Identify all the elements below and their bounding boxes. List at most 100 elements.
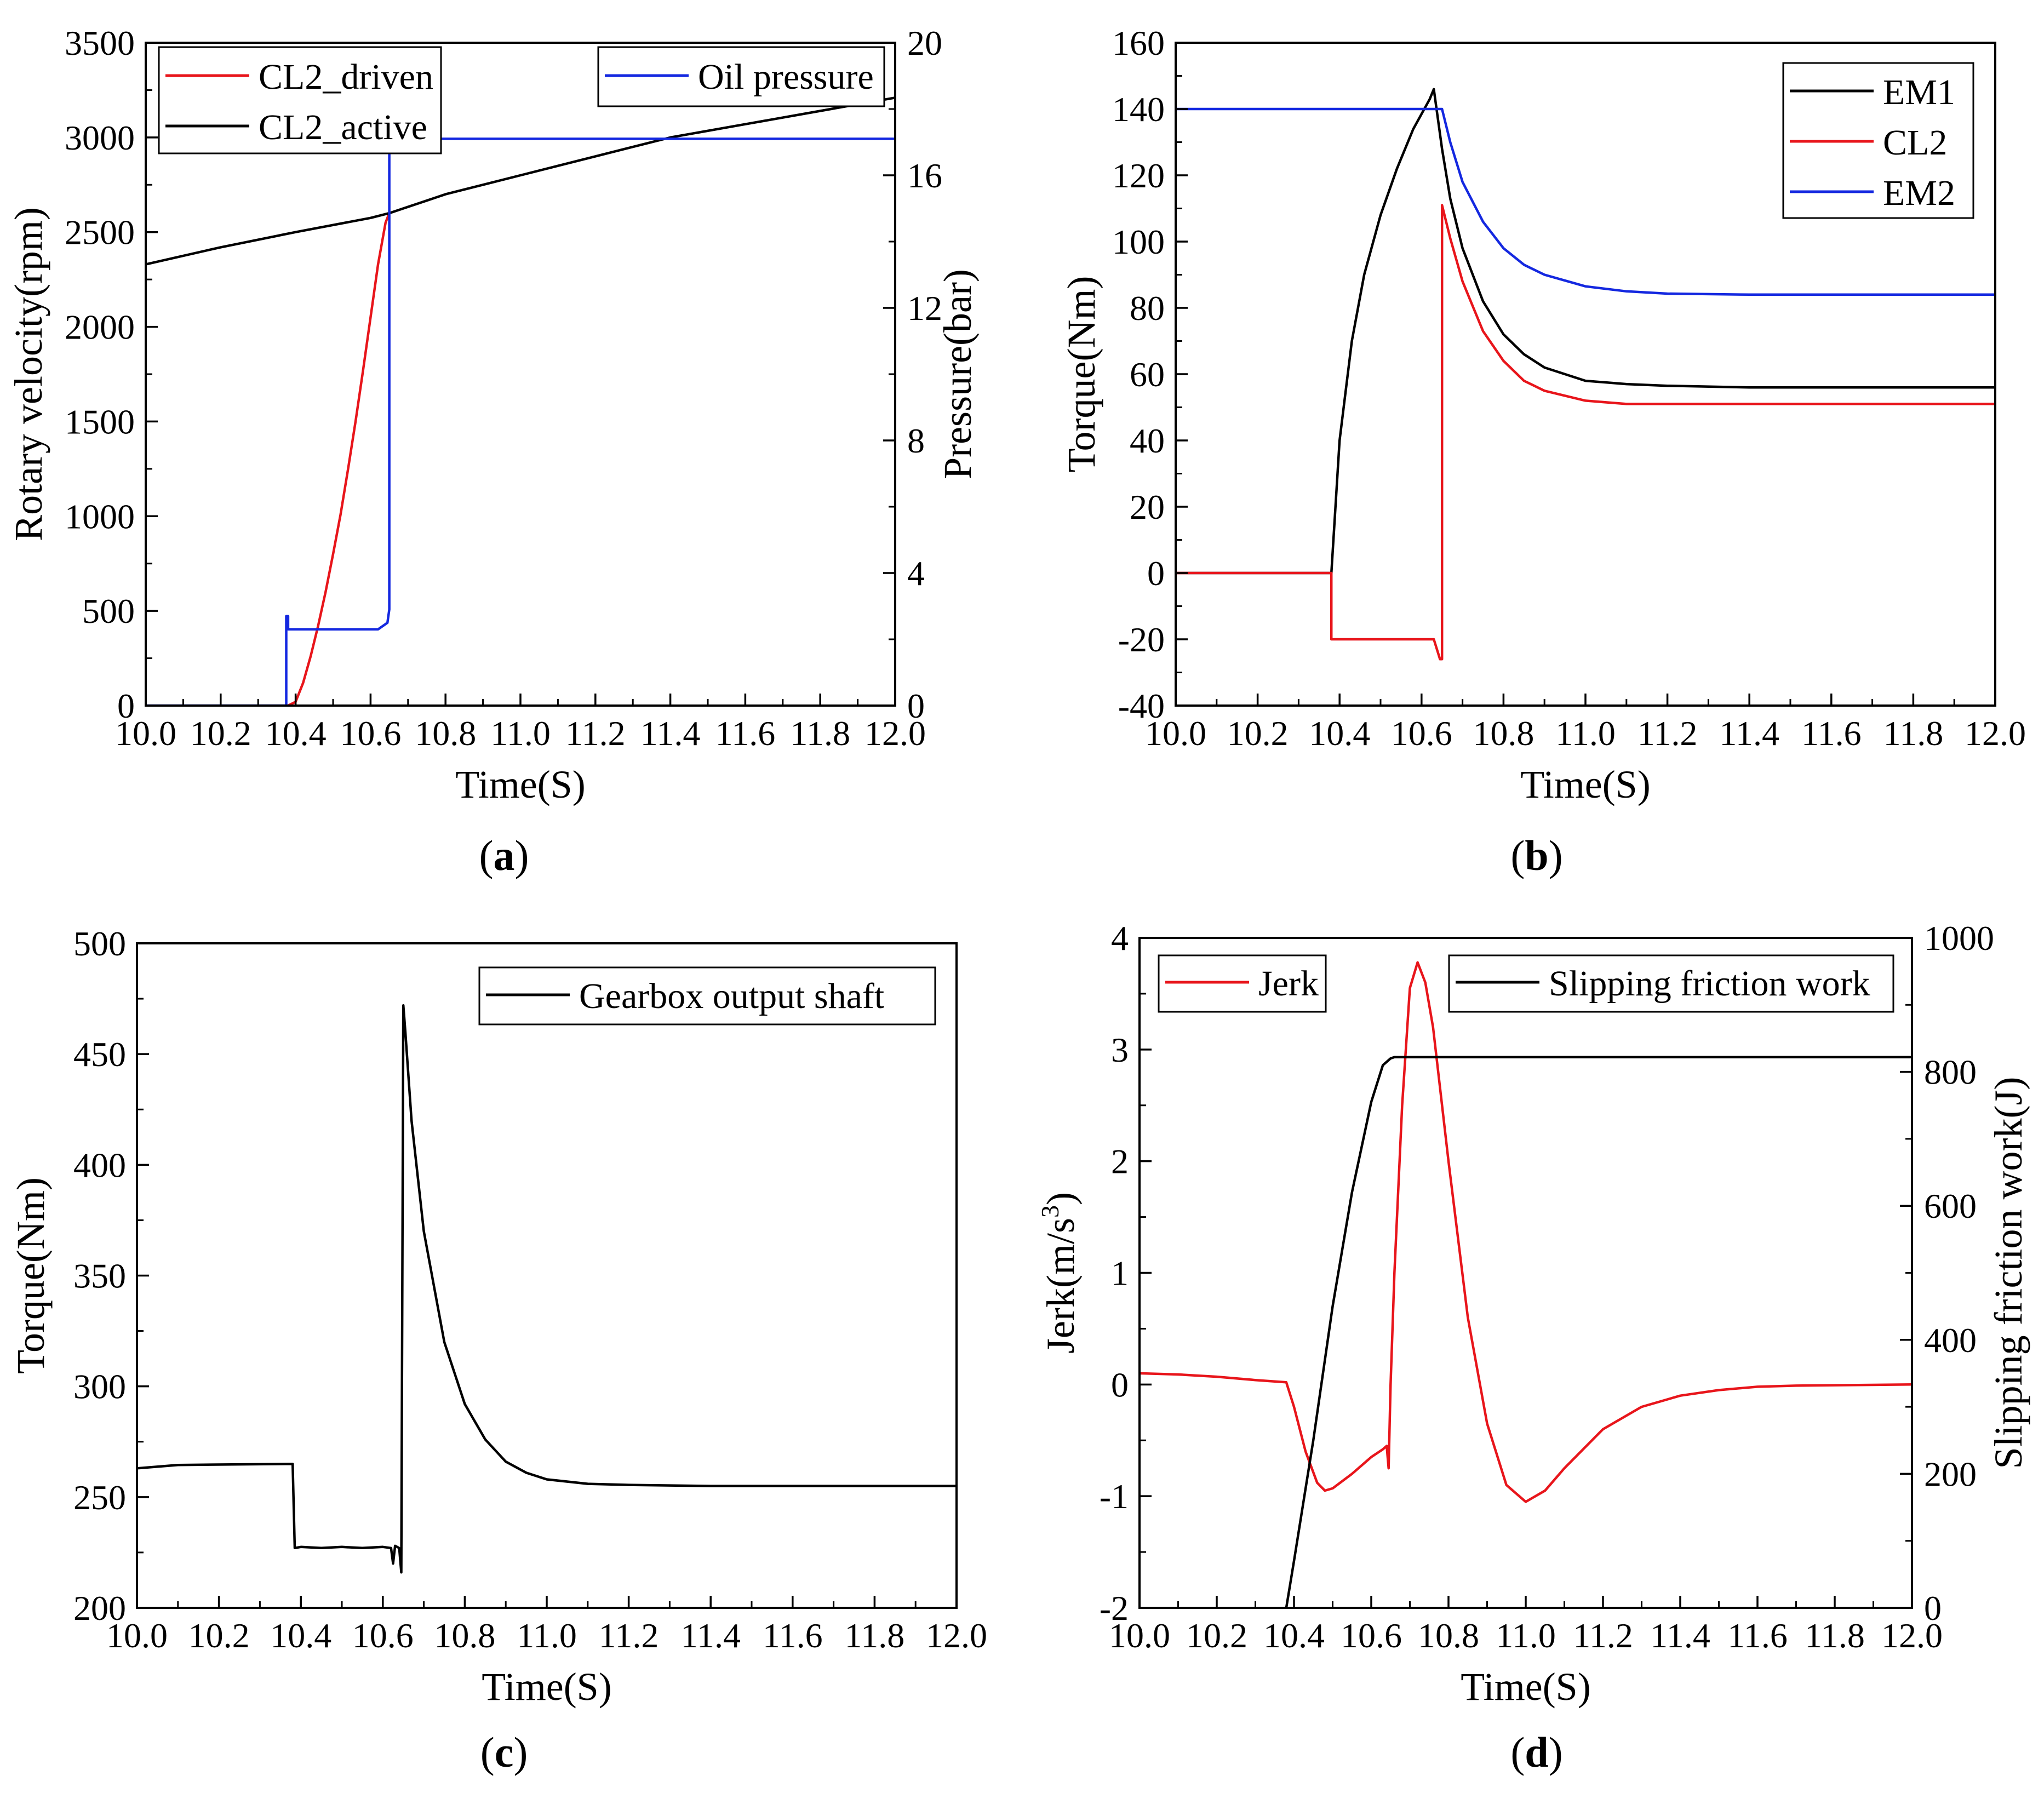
x-tick-label: 10.0 [106, 1616, 168, 1655]
legend-entry: Gearbox output shaft [579, 976, 884, 1016]
x-tick-label: 11.6 [1727, 1616, 1788, 1655]
y-tick-label: 120 [1112, 156, 1165, 195]
panel-caption: (a) [479, 832, 529, 879]
panel-caption: (d) [1510, 1728, 1562, 1776]
legend-entry: EM1 [1883, 72, 1955, 112]
y-tick-label: 200 [73, 1589, 126, 1628]
series-line-slipping-friction-work [1285, 1056, 1912, 1608]
y-axis-label: Rotary velocity(rpm) [7, 207, 50, 541]
x-tick-label: 11.8 [1883, 714, 1944, 753]
series-line-oil-pressure [146, 138, 895, 706]
y-tick-label: 40 [1130, 421, 1165, 460]
y-tick-label: 20 [1130, 488, 1165, 526]
x-tick-label: 10.4 [270, 1616, 331, 1655]
panel-caption: (c) [480, 1728, 528, 1776]
x-tick-label: 10.0 [1145, 714, 1206, 753]
y-tick-label: 160 [1112, 24, 1165, 62]
x-tick-label: 12.0 [1965, 714, 2026, 753]
x-tick-label: 11.0 [517, 1616, 577, 1655]
x-tick-label: 10.4 [265, 714, 327, 753]
y-tick-label: 1000 [65, 497, 135, 536]
y2-tick-label: 200 [1924, 1454, 1977, 1493]
x-tick-label: 10.6 [352, 1616, 414, 1655]
x-tick-label: 11.8 [845, 1616, 905, 1655]
x-tick-label: 11.8 [1805, 1616, 1865, 1655]
y-tick-label: 2500 [65, 213, 135, 252]
y-tick-label: 1500 [65, 402, 135, 441]
x-tick-label: 11.4 [680, 1616, 741, 1655]
panel-caption: (b) [1510, 832, 1562, 879]
x-tick-label: 10.8 [434, 1616, 495, 1655]
x-tick-label: 11.2 [1573, 1616, 1633, 1655]
series-line-cl2 [1176, 204, 1995, 661]
x-tick-label: 12.0 [1881, 1616, 1943, 1655]
y-axis-label: Jerk(m/s3) [1036, 1192, 1083, 1354]
y-tick-label: -1 [1100, 1477, 1129, 1516]
y-tick-label: 4 [1111, 919, 1129, 958]
panel-b: 10.0 10.2 10.4 10.6 10.8 11.0 11.2 11.4 11.6 11.8… [1060, 24, 2026, 879]
x-tick-label: 11.0 [1555, 714, 1616, 753]
y-tick-label: 250 [73, 1478, 126, 1517]
x-tick-label: 10.2 [1227, 714, 1289, 753]
x-tick-label: 10.8 [415, 714, 476, 753]
x-tick-label: 10.2 [190, 714, 251, 753]
y2-tick-label: 16 [907, 156, 942, 195]
y-tick-label: 300 [73, 1367, 126, 1406]
series-line-em1 [1176, 88, 1995, 575]
y-tick-label: 2 [1111, 1142, 1129, 1181]
x-axis-label: Time(S) [1520, 763, 1650, 806]
x-tick-label: 10.0 [115, 714, 176, 753]
y2-tick-label: 800 [1924, 1053, 1977, 1092]
x-tick-label: 10.6 [1391, 714, 1452, 753]
x-tick-label: 11.0 [1496, 1616, 1556, 1655]
y-tick-label: -2 [1100, 1589, 1129, 1628]
x-tick-label: 10.2 [188, 1616, 250, 1655]
panel-c: 10.0 10.2 10.4 10.6 10.8 11.0 11.2 11.4 11.6 11.8… [9, 924, 987, 1776]
y-tick-label: -20 [1118, 620, 1165, 659]
y2-tick-label: 400 [1924, 1321, 1977, 1360]
y-tick-label: 2000 [65, 308, 135, 347]
x-axis-label: Time(S) [482, 1665, 611, 1709]
legend-entry: EM2 [1883, 173, 1955, 213]
y-tick-label: 0 [1111, 1365, 1129, 1404]
y-tick-label: 400 [73, 1145, 126, 1184]
y-tick-label: 450 [73, 1035, 126, 1074]
x-tick-label: 11.2 [1638, 714, 1698, 753]
x-tick-label: 10.4 [1263, 1616, 1325, 1655]
plot-frame [136, 942, 958, 1609]
x-tick-label: 10.4 [1309, 714, 1370, 753]
x-tick-label: 11.4 [1650, 1616, 1710, 1655]
legend-entry: CL2_active [259, 107, 427, 147]
y2-tick-label: 20 [907, 24, 942, 62]
y2-tick-label: 1000 [1924, 919, 1994, 958]
y-tick-label: 140 [1112, 90, 1165, 129]
x-tick-label: 11.8 [790, 714, 850, 753]
y-tick-label: 100 [1112, 222, 1165, 261]
y-tick-label: 3 [1111, 1030, 1129, 1069]
panel-a: 10.0 10.2 10.4 10.6 10.8 11.0 11.2 11.4 11.6 11.8… [7, 24, 980, 879]
series-line-cl2-active [146, 96, 895, 266]
y-axis-label: Torque(Nm) [1060, 276, 1103, 473]
y-tick-label: 3000 [65, 118, 135, 157]
y-tick-label: 500 [82, 592, 135, 631]
y-tick-label: 1 [1111, 1254, 1129, 1293]
y-tick-label: 0 [117, 686, 135, 725]
y-tick-label: 0 [1147, 554, 1165, 593]
x-tick-label: 10.2 [1186, 1616, 1247, 1655]
x-tick-label: 12.0 [926, 1616, 987, 1655]
y2-tick-label: 0 [907, 686, 925, 725]
x-tick-label: 11.2 [599, 1616, 659, 1655]
x-tick-label: 11.6 [763, 1616, 823, 1655]
x-tick-label: 11.4 [640, 714, 701, 753]
y2-axis-label: Slipping friction work(J) [1986, 1077, 2030, 1469]
y2-tick-label: 600 [1924, 1187, 1977, 1225]
x-axis-label: Time(S) [1461, 1665, 1590, 1709]
x-tick-label: 10.6 [1341, 1616, 1402, 1655]
legend-box [158, 46, 442, 154]
y-tick-label: 60 [1130, 355, 1165, 394]
y-tick-label: 80 [1130, 289, 1165, 328]
x-axis-label: Time(S) [455, 763, 585, 806]
x-tick-label: 10.8 [1473, 714, 1534, 753]
y-axis-label: Torque(Nm) [9, 1177, 53, 1374]
y-tick-label: 500 [73, 924, 126, 963]
